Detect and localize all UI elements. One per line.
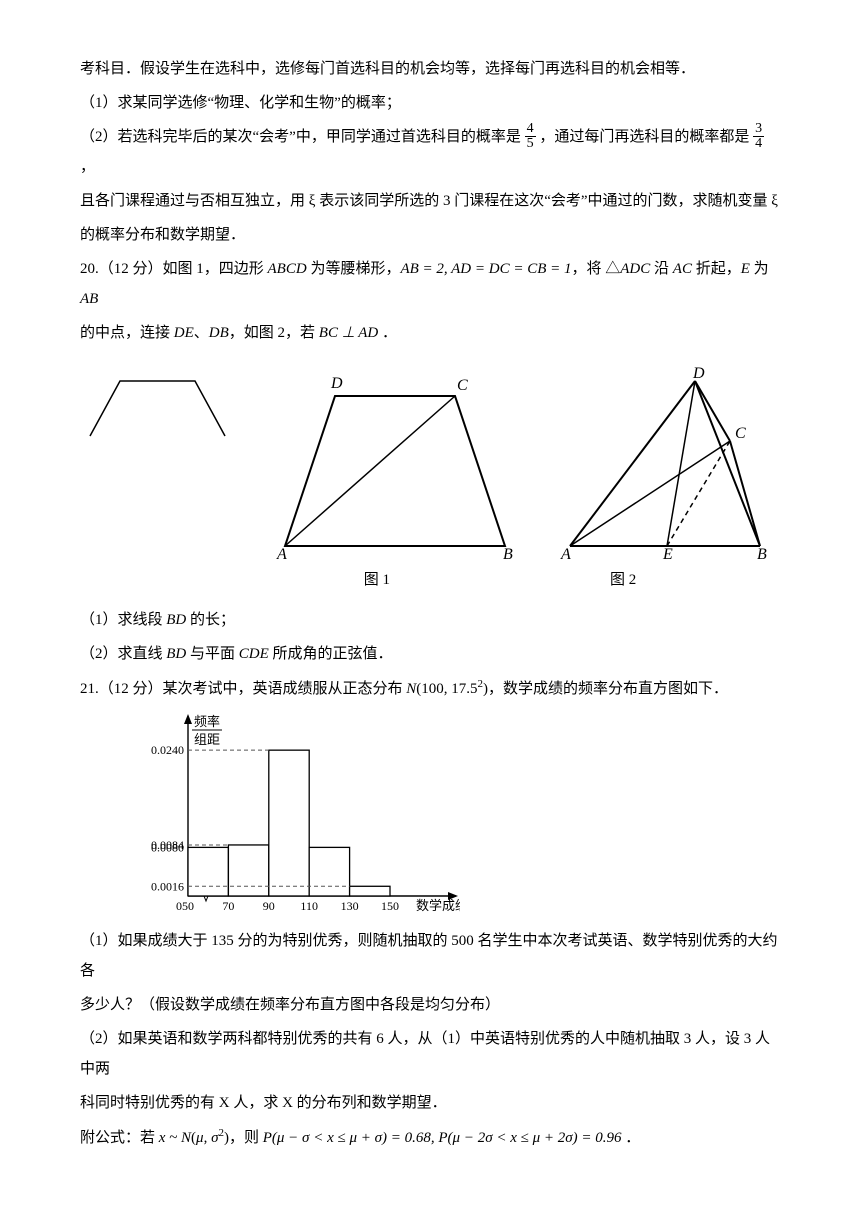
q20d: 沿	[650, 261, 673, 277]
q19-part2-line1: （2）若选科完毕后的某次“会考”中，甲同学通过首选科目的概率是 4 5 ，通过每…	[80, 122, 780, 182]
q19-part1: （1）求某同学选修“物理、化学和生物”的概率；	[80, 88, 780, 118]
q20-1-BD: BD	[166, 612, 186, 628]
q20-E: E	[741, 261, 750, 277]
q20-adc: ADC	[620, 261, 650, 277]
svg-text:0.0016: 0.0016	[151, 879, 184, 893]
q20e: 折起，	[692, 261, 741, 277]
svg-text:C: C	[735, 425, 746, 442]
q20h: 、	[194, 325, 209, 341]
frac-4-5: 4 5	[525, 122, 536, 151]
svg-text:D: D	[692, 366, 705, 382]
svg-text:150: 150	[381, 899, 399, 913]
q21-part2a: （2）如果英语和数学两科都特别优秀的共有 6 人，从（1）中英语特别优秀的人中随…	[80, 1024, 780, 1084]
q20-2-BD: BD	[166, 646, 186, 662]
q21-N-args: (100, 17.52)	[416, 681, 488, 697]
q20-2c: 所成角的正弦值．	[269, 646, 393, 662]
figure-1: D C A B	[265, 366, 525, 561]
svg-text:数学成绩: 数学成绩	[416, 898, 460, 913]
appendix-x: x ~ N	[159, 1130, 191, 1146]
q20-part2: （2）求直线 BD 与平面 CDE 所成角的正弦值．	[80, 639, 780, 669]
svg-text:130: 130	[341, 899, 359, 913]
histogram: 频率组距0.02400.00840.00800.0016050709011013…	[120, 710, 780, 920]
q21-stem: 21.（12 分）某次考试中，英语成绩服从正态分布 N(100, 17.52)，…	[80, 673, 780, 704]
svg-text:0.0080: 0.0080	[151, 840, 184, 854]
figure-captions: 图 1 图 2	[80, 565, 780, 595]
q20-DE: DE	[174, 325, 194, 341]
q20b: 为等腰梯形，	[307, 261, 401, 277]
figcap1: 图 1	[364, 565, 390, 595]
figcap2: 图 2	[610, 565, 636, 595]
appendix-a: 附公式：若	[80, 1130, 159, 1146]
q20i: ，如图 2，若	[229, 325, 319, 341]
svg-text:B: B	[757, 546, 767, 561]
q20-1b: 的长；	[186, 612, 235, 628]
q20f: 为	[750, 261, 769, 277]
q21b: ，数学成绩的频率分布直方图如下．	[488, 681, 728, 697]
q19-part2-line2: 且各门课程通过与否相互独立，用 ξ 表示该同学所选的 3 门课程在这次“会考”中…	[80, 186, 780, 216]
q21-part1: （1）如果成绩大于 135 分的为特别优秀，则随机抽取的 500 名学生中本次考…	[80, 926, 780, 986]
q21-N: N	[406, 681, 416, 697]
appendix-formula: P(μ − σ < x ≤ μ + σ) = 0.68, P(μ − 2σ < …	[263, 1130, 622, 1146]
svg-text:C: C	[457, 377, 468, 394]
q20-2a: （2）求直线	[80, 646, 166, 662]
q20a: 20.（12 分）如图 1，四边形	[80, 261, 268, 277]
q20-stem-line2: 的中点，连接 DE、DB，如图 2，若 BC ⊥ AD ．	[80, 318, 780, 348]
q21-part2b: 科同时特别优秀的有 X 人，求 X 的分布列和数学期望．	[80, 1088, 780, 1118]
appendix: 附公式：若 x ~ N(μ, σ2)，则 P(μ − σ < x ≤ μ + σ…	[80, 1122, 780, 1153]
q20-part1: （1）求线段 BD 的长；	[80, 605, 780, 635]
q20j: ．	[378, 325, 397, 341]
q20-eq1: AB = 2, AD = DC = CB = 1	[400, 261, 571, 277]
svg-text:90: 90	[263, 899, 275, 913]
figure-row: D C A B D C A E B	[80, 366, 780, 561]
q21-part1b: 多少人？（假设数学成绩在频率分布直方图中各段是均匀分布）	[80, 990, 780, 1020]
q19-2c: ，	[80, 159, 95, 175]
svg-text:70: 70	[222, 899, 234, 913]
q20-abcd: ABCD	[268, 261, 307, 277]
frac-num: 4	[525, 122, 536, 137]
svg-text:50: 50	[182, 899, 194, 913]
q19-2b: ，通过每门再选科目的概率都是	[539, 129, 749, 145]
q20-cond: BC ⊥ AD	[319, 325, 378, 341]
q20-2-CDE: CDE	[239, 646, 269, 662]
svg-text:A: A	[560, 546, 571, 561]
appendix-b: ，则	[229, 1130, 263, 1146]
svg-text:A: A	[276, 546, 287, 561]
q20-AB: AB	[80, 291, 98, 307]
q19-part2-line3: 的概率分布和数学期望．	[80, 220, 780, 250]
frac-3-4: 3 4	[753, 122, 764, 151]
appendix-c: ．	[622, 1130, 641, 1146]
q20c: ，将 △	[572, 261, 621, 277]
svg-text:0.0240: 0.0240	[151, 743, 184, 757]
q20-DB: DB	[209, 325, 229, 341]
frac-num: 3	[753, 122, 764, 137]
svg-text:110: 110	[300, 899, 318, 913]
svg-text:组距: 组距	[194, 732, 220, 747]
q20-ac: AC	[673, 261, 692, 277]
q20-2b: 与平面	[186, 646, 239, 662]
appendix-args: (μ, σ2)	[191, 1130, 229, 1146]
frac-den: 5	[525, 137, 536, 151]
q21a: 21.（12 分）某次考试中，英语成绩服从正态分布	[80, 681, 406, 697]
figure-2: D C A E B	[555, 366, 775, 561]
svg-text:D: D	[330, 375, 343, 392]
svg-text:B: B	[503, 546, 513, 561]
svg-text:E: E	[662, 546, 673, 561]
q19-2a: （2）若选科完毕后的某次“会考”中，甲同学通过首选科目的概率是	[80, 129, 521, 145]
intro-continued: 考科目．假设学生在选科中，选修每门首选科目的机会均等，选择每门再选科目的机会相等…	[80, 54, 780, 84]
small-trapezoid-icon	[85, 366, 235, 446]
q20g: 的中点，连接	[80, 325, 174, 341]
q20-1a: （1）求线段	[80, 612, 166, 628]
frac-den: 4	[753, 137, 764, 151]
q20-stem-line1: 20.（12 分）如图 1，四边形 ABCD 为等腰梯形，AB = 2, AD …	[80, 254, 780, 314]
svg-text:频率: 频率	[194, 714, 220, 729]
